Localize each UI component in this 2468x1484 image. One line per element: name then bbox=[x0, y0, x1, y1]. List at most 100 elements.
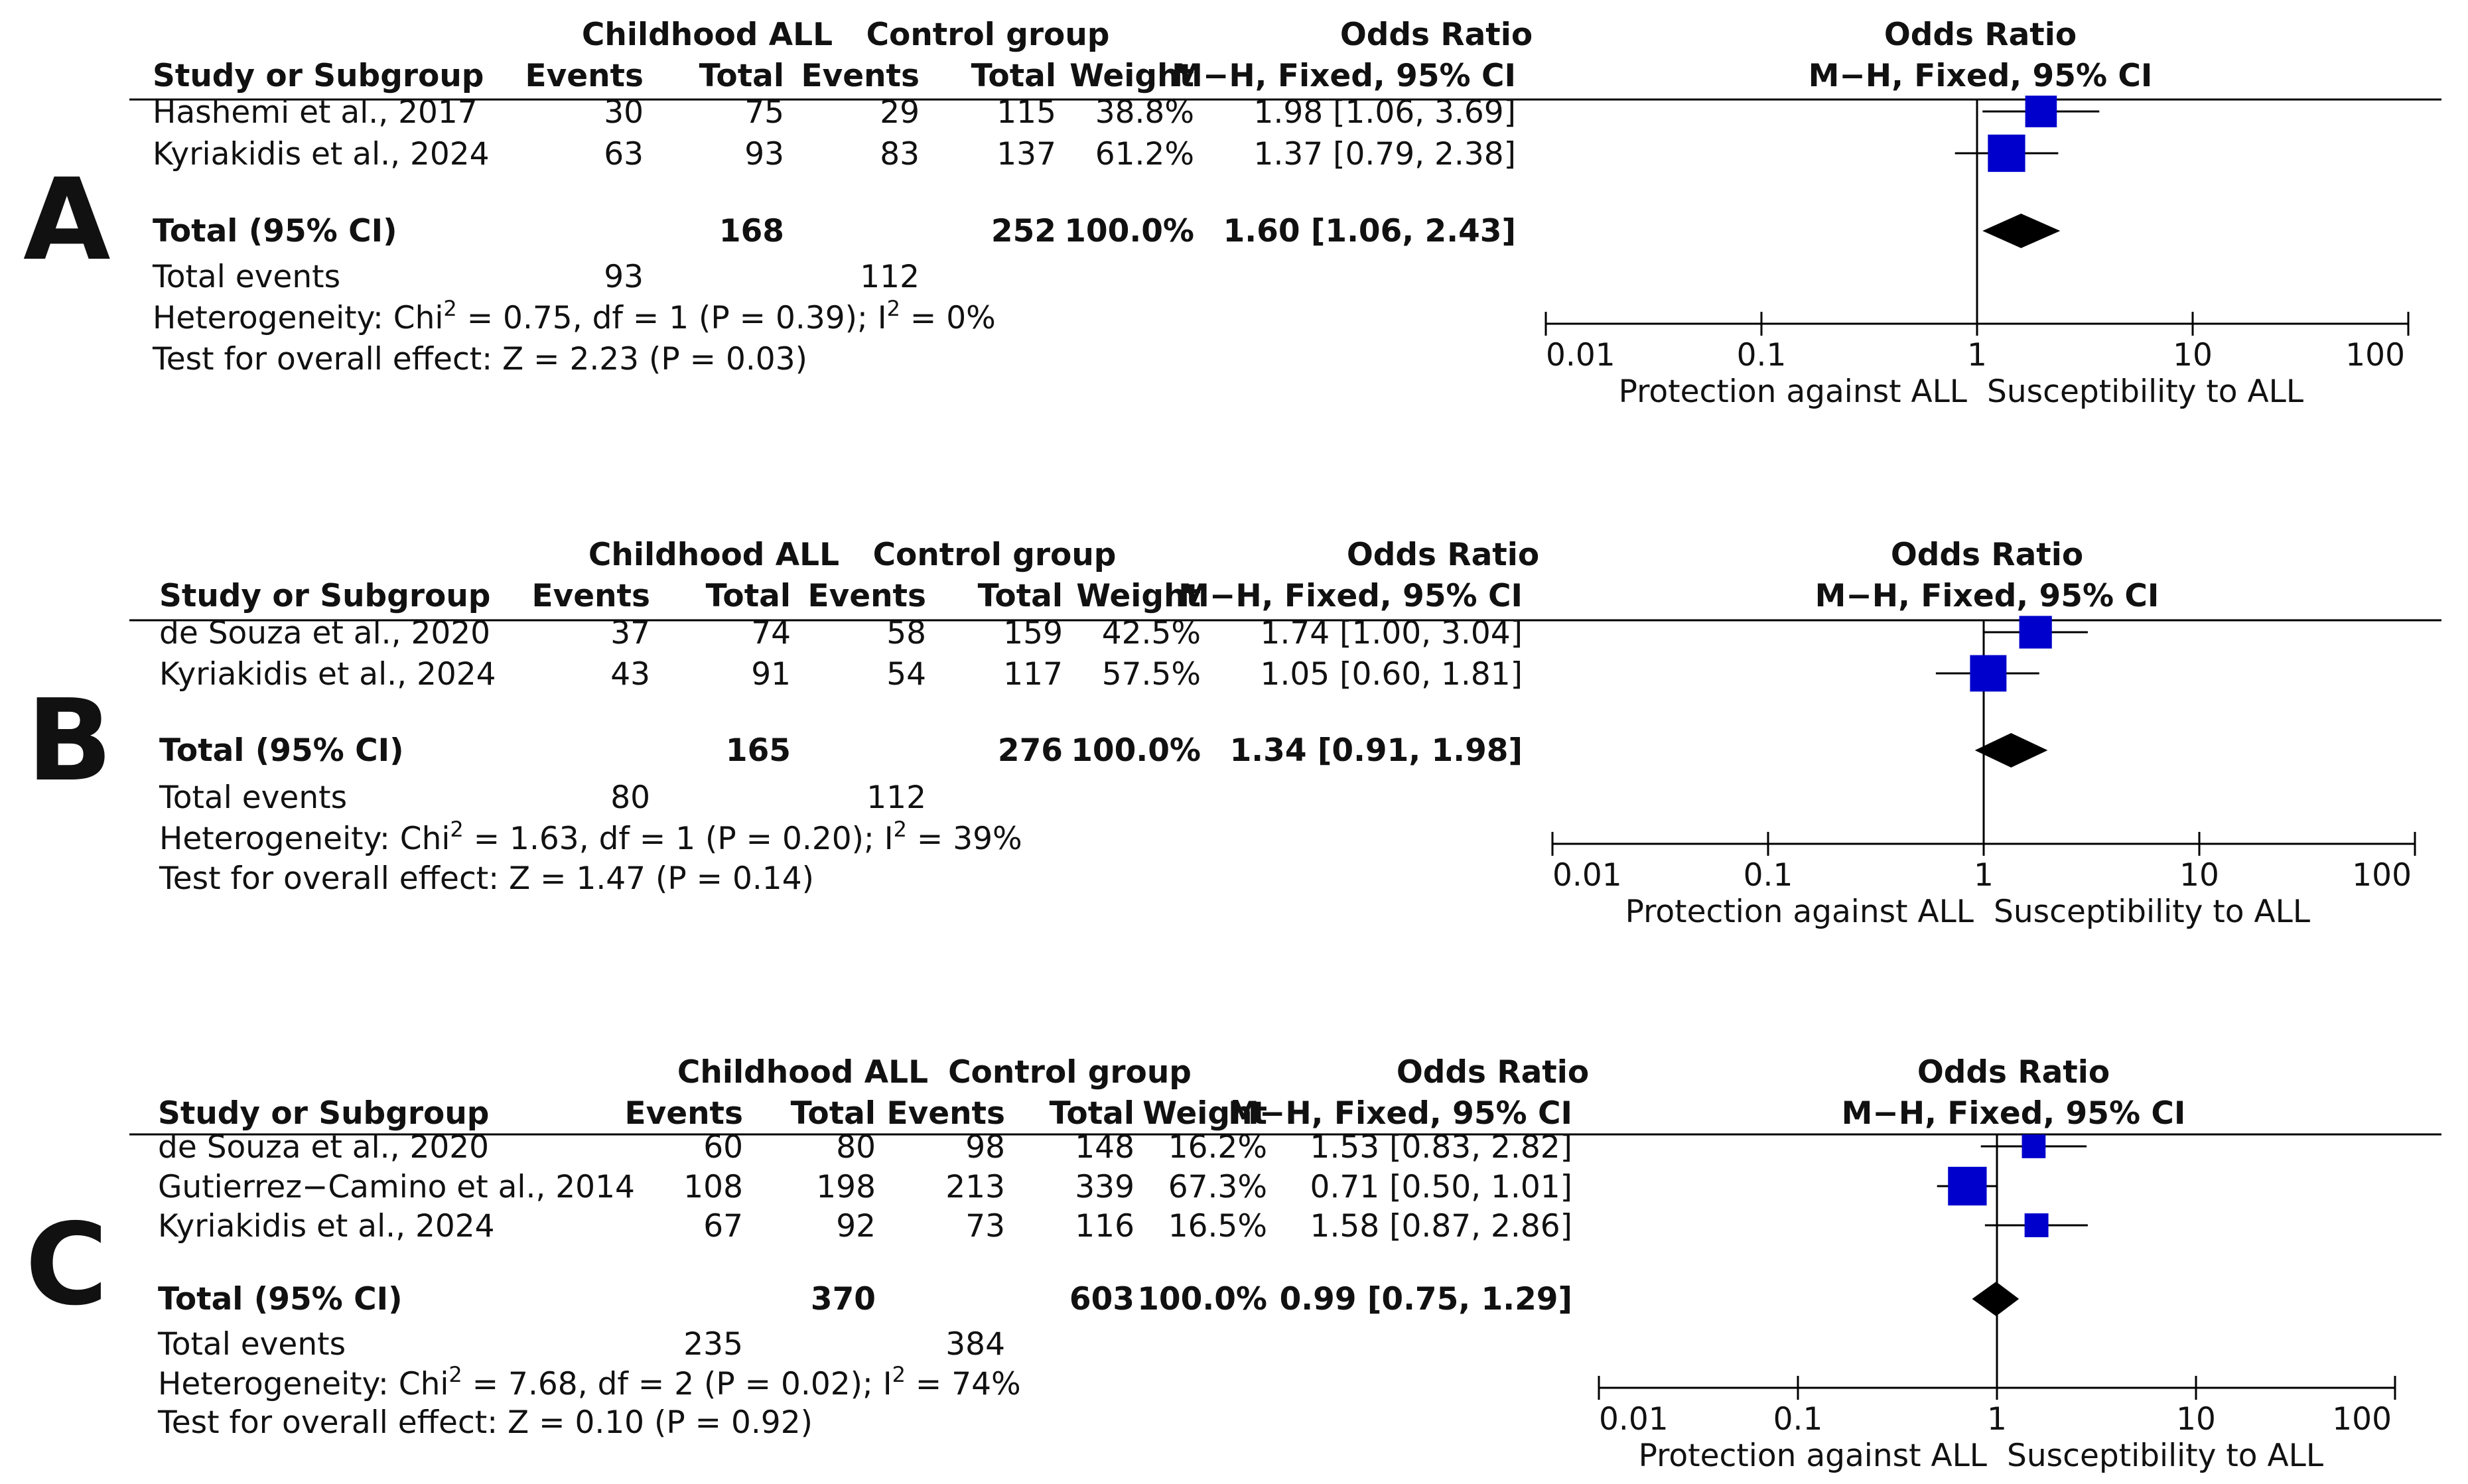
summary-diamond bbox=[1972, 1282, 2020, 1316]
total-weight: 100.0% bbox=[1071, 732, 1201, 769]
study-weight: 38.8% bbox=[1095, 94, 1194, 131]
heterogeneity-text: Heterogeneity: Chi2 = 1.63, df = 1 (P = … bbox=[159, 817, 1022, 857]
study-square bbox=[2025, 96, 2057, 127]
total-group2: 148 bbox=[1075, 1129, 1134, 1166]
heterogeneity-mid: = 0.75, df = 1 (P = 0.39); I bbox=[457, 300, 887, 336]
heterogeneity-sup2: 2 bbox=[892, 1362, 906, 1387]
heterogeneity-text: Heterogeneity: Chi2 = 0.75, df = 1 (P = … bbox=[153, 296, 996, 336]
header-total-2: Total bbox=[971, 58, 1056, 94]
x-axis-tick-label: 1 bbox=[1967, 337, 1987, 373]
heterogeneity-pre: Heterogeneity: Chi bbox=[153, 300, 443, 336]
overall-effect-text: Test for overall effect: Z = 2.23 (P = 0… bbox=[152, 341, 807, 377]
total-or-ci: 1.60 [1.06, 2.43] bbox=[1223, 213, 1516, 249]
study-or-ci: 1.05 [0.60, 1.81] bbox=[1261, 656, 1523, 693]
study-or-ci: 1.53 [0.83, 2.82] bbox=[1310, 1129, 1572, 1166]
x-axis-tick-label: 1 bbox=[1974, 857, 1994, 894]
total-label: Total (95% CI) bbox=[159, 732, 404, 769]
heterogeneity-post: = 74% bbox=[906, 1366, 1021, 1402]
header-total-1: Total bbox=[699, 58, 784, 94]
study-weight: 16.5% bbox=[1168, 1208, 1267, 1245]
study-square bbox=[2019, 616, 2052, 649]
axis-caption-left: Protection against ALL bbox=[1639, 1438, 1987, 1474]
study-weight: 61.2% bbox=[1095, 136, 1194, 172]
total-group2: 116 bbox=[1075, 1208, 1134, 1245]
study-square bbox=[1988, 134, 2025, 172]
events-group2: 83 bbox=[880, 136, 920, 172]
header-total-2: Total bbox=[1050, 1095, 1134, 1132]
study-weight: 16.2% bbox=[1168, 1129, 1267, 1166]
heterogeneity-post: = 0% bbox=[900, 300, 996, 336]
heterogeneity-sup2: 2 bbox=[894, 817, 907, 842]
x-axis-tick-label: 100 bbox=[2332, 1401, 2392, 1438]
total-n-group2: 252 bbox=[991, 213, 1056, 249]
events-group1: 30 bbox=[604, 94, 644, 131]
study-name: de Souza et al., 2020 bbox=[158, 1129, 489, 1166]
x-axis-tick-label: 0.01 bbox=[1552, 857, 1622, 894]
plot-header-method: M−H, Fixed, 95% CI bbox=[1809, 58, 2153, 94]
header-events-2: Events bbox=[886, 1095, 1005, 1132]
plot-header-odds-ratio: Odds Ratio bbox=[1917, 1054, 2110, 1091]
study-or-ci: 1.98 [1.06, 3.69] bbox=[1254, 94, 1516, 131]
header-weight: Weight bbox=[1069, 58, 1194, 94]
study-or-ci: 1.74 [1.00, 3.04] bbox=[1261, 615, 1523, 651]
heterogeneity-mid: = 7.68, df = 2 (P = 0.02); I bbox=[462, 1366, 892, 1402]
events-group1: 67 bbox=[703, 1208, 743, 1245]
total-events-label: Total events bbox=[157, 1326, 346, 1363]
summary-diamond bbox=[1974, 733, 2048, 768]
x-axis-tick-label: 0.01 bbox=[1599, 1401, 1669, 1438]
events-group2: 54 bbox=[886, 656, 926, 693]
study-weight: 57.5% bbox=[1102, 656, 1201, 693]
heterogeneity-mid: = 1.63, df = 1 (P = 0.20); I bbox=[464, 821, 894, 857]
total-events-label: Total events bbox=[152, 259, 340, 295]
x-axis-tick-label: 10 bbox=[2179, 857, 2219, 894]
total-events-group2: 112 bbox=[866, 779, 926, 816]
header-method: M−H, Fixed, 95% CI bbox=[1172, 58, 1516, 94]
total-weight: 100.0% bbox=[1064, 213, 1194, 249]
study-weight: 67.3% bbox=[1168, 1169, 1267, 1205]
panel-letter: B bbox=[27, 675, 113, 807]
plot-header-odds-ratio: Odds Ratio bbox=[1884, 17, 2077, 53]
study-square bbox=[2022, 1134, 2046, 1158]
axis-caption-left: Protection against ALL bbox=[1625, 894, 1974, 930]
events-group2: 213 bbox=[945, 1169, 1005, 1205]
total-group1: 198 bbox=[816, 1169, 876, 1205]
x-axis-tick-label: 0.1 bbox=[1737, 337, 1787, 373]
forest-panel-a: A Childhood ALL Control group Odds Ratio Stu… bbox=[23, 17, 2441, 410]
header-childhood-all: Childhood ALL bbox=[582, 17, 833, 53]
events-group2: 98 bbox=[965, 1129, 1005, 1166]
axis-caption-right: Susceptibility to ALL bbox=[1987, 373, 2303, 410]
total-group2: 115 bbox=[996, 94, 1056, 131]
header-events-1: Events bbox=[525, 58, 644, 94]
total-events-label: Total events bbox=[159, 779, 347, 816]
study-square bbox=[1970, 655, 2007, 692]
heterogeneity-sup1: 2 bbox=[443, 296, 456, 321]
header-method: M−H, Fixed, 95% CI bbox=[1178, 578, 1523, 614]
header-control-group: Control group bbox=[948, 1054, 1192, 1091]
header-total-2: Total bbox=[978, 578, 1063, 614]
heterogeneity-sup2: 2 bbox=[887, 296, 900, 321]
header-control-group: Control group bbox=[866, 17, 1110, 53]
x-axis-tick-label: 10 bbox=[2173, 337, 2213, 373]
heterogeneity-post: = 39% bbox=[907, 821, 1022, 857]
total-group2: 137 bbox=[996, 136, 1056, 172]
total-events-group1: 93 bbox=[604, 259, 644, 295]
total-group2: 339 bbox=[1075, 1169, 1134, 1205]
axis-caption-right: Susceptibility to ALL bbox=[1994, 894, 2310, 930]
total-group1: 91 bbox=[751, 656, 791, 693]
total-n-group1: 165 bbox=[726, 732, 791, 769]
header-study: Study or Subgroup bbox=[158, 1095, 489, 1132]
total-or-ci: 0.99 [0.75, 1.29] bbox=[1280, 1281, 1572, 1317]
x-axis-tick-label: 0.1 bbox=[1744, 857, 1793, 894]
study-or-ci: 1.58 [0.87, 2.86] bbox=[1310, 1208, 1572, 1245]
heterogeneity-sup1: 2 bbox=[450, 817, 463, 842]
header-study: Study or Subgroup bbox=[159, 578, 490, 614]
total-n-group1: 168 bbox=[719, 213, 784, 249]
study-or-ci: 1.37 [0.79, 2.38] bbox=[1254, 136, 1516, 172]
heterogeneity-sup1: 2 bbox=[448, 1362, 462, 1387]
total-group2: 117 bbox=[1003, 656, 1063, 693]
x-axis-tick-label: 100 bbox=[2352, 857, 2412, 894]
header-odds-ratio: Odds Ratio bbox=[1397, 1054, 1589, 1091]
events-group1: 108 bbox=[683, 1169, 743, 1205]
panel-letter: C bbox=[25, 1199, 108, 1331]
